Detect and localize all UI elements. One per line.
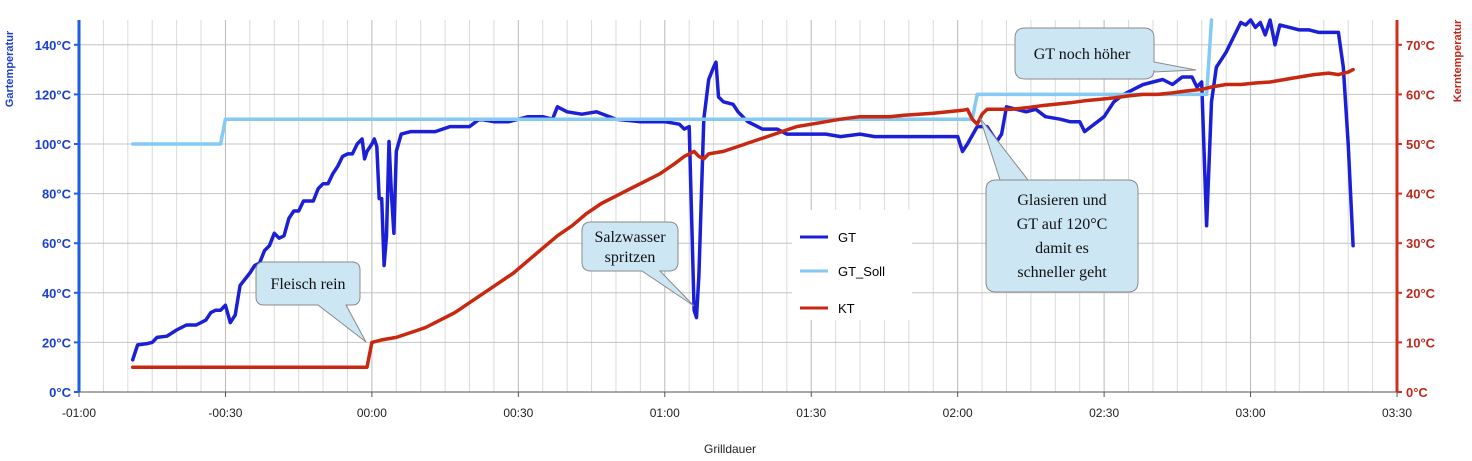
y-tick-label-right: 10°C bbox=[1406, 335, 1436, 350]
y-tick-label-right: 50°C bbox=[1406, 137, 1436, 152]
callout-bubble bbox=[1014, 27, 1197, 80]
callout-bubble bbox=[979, 117, 1139, 293]
x-tick-label: 02:30 bbox=[1089, 406, 1119, 420]
legend-label-gt-soll: GT_Soll bbox=[838, 264, 885, 279]
legend-box bbox=[792, 210, 912, 320]
x-tick-label: 02:00 bbox=[943, 406, 973, 420]
y-tick-label-left: 0°C bbox=[49, 385, 71, 400]
y-axis-right-title: Kerntemperatur bbox=[1452, 19, 1464, 102]
series-group bbox=[130, 18, 1355, 369]
callout-glasieren: Glasieren und GT auf 120°C damit es schn… bbox=[979, 117, 1139, 293]
x-tick-label: 03:00 bbox=[1236, 406, 1266, 420]
series-line-kt bbox=[130, 67, 1355, 369]
legend-label-kt: KT bbox=[838, 301, 855, 316]
x-axis-title: Grilldauer bbox=[704, 442, 756, 456]
x-tick-label: 00:30 bbox=[503, 406, 533, 420]
grid bbox=[79, 20, 1397, 392]
y-tick-label-right: 60°C bbox=[1406, 87, 1436, 102]
callout-text: GT noch höher bbox=[1034, 46, 1131, 63]
y-axis-left-title: Gartemperatur bbox=[4, 30, 16, 107]
x-tick-label: 00:00 bbox=[357, 406, 387, 420]
callout-bubble bbox=[255, 261, 367, 343]
y-tick-label-right: 30°C bbox=[1406, 236, 1436, 251]
y-tick-label-left: 120°C bbox=[35, 87, 72, 102]
legend: GT GT_Soll KT bbox=[792, 210, 912, 320]
y-tick-label-left: 140°C bbox=[35, 38, 72, 53]
callout-text: Fleisch rein bbox=[270, 276, 345, 293]
x-tick-label: 01:00 bbox=[650, 406, 680, 420]
callout-text: damit es bbox=[1035, 240, 1089, 257]
callout-bubble bbox=[581, 221, 695, 307]
x-tick-label: -00:30 bbox=[208, 406, 242, 420]
series-line-gt bbox=[130, 18, 1355, 362]
callout-text: spritzen bbox=[605, 249, 656, 266]
callout-salzwasser: Salzwasser spritzen bbox=[581, 221, 695, 307]
x-tick-label: 01:30 bbox=[796, 406, 826, 420]
y-tick-label-left: 100°C bbox=[35, 137, 72, 152]
y-tick-label-right: 0°C bbox=[1406, 385, 1428, 400]
y-tick-label-left: 80°C bbox=[42, 187, 72, 202]
callout-fleisch-rein: Fleisch rein bbox=[255, 261, 367, 343]
callout-text: Glasieren und bbox=[1017, 192, 1106, 209]
x-tick-label: -01:00 bbox=[62, 406, 96, 420]
y-tick-label-right: 70°C bbox=[1406, 38, 1436, 53]
y-tick-label-left: 20°C bbox=[42, 335, 72, 350]
y-tick-label-left: 40°C bbox=[42, 286, 72, 301]
x-tick-label: 03:30 bbox=[1382, 406, 1412, 420]
callout-text: schneller geht bbox=[1017, 264, 1107, 281]
y-tick-label-left: 60°C bbox=[42, 236, 72, 251]
axes: 0°C 20°C 40°C 60°C 80°C 100°C 120°C 140°C 0°C 10°… bbox=[35, 20, 1436, 420]
callout-text: GT auf 120°C bbox=[1017, 216, 1108, 233]
y-tick-label-right: 20°C bbox=[1406, 286, 1436, 301]
callout-text: Salzwasser bbox=[594, 229, 666, 246]
y-tick-label-right: 40°C bbox=[1406, 187, 1436, 202]
legend-label-gt: GT bbox=[838, 230, 856, 245]
callout-gt-noch-hoeher: GT noch höher bbox=[1014, 27, 1197, 80]
